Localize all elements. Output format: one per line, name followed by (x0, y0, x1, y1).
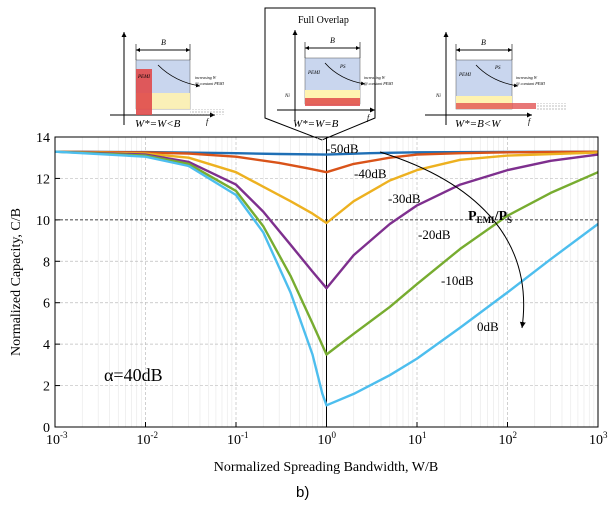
inset-panel-3: B PEMI PS Ni increasing W @ constant PEM… (425, 32, 566, 130)
series-label-40: -40dB (354, 166, 387, 181)
series-line-3 (54, 150, 599, 290)
inset-2-pemi-label: PEMI (307, 71, 320, 76)
x-tick-base: 10 (499, 433, 513, 448)
y-axis-ticks: 0 2 4 6 8 10 12 14 (36, 131, 60, 436)
x-tick-exponent: 2 (513, 430, 518, 440)
inset-1-note1: increasing W (195, 75, 217, 80)
increasing-param-arrow (379, 151, 526, 329)
alpha-label: α=40dB (104, 365, 163, 385)
series-line-2 (54, 150, 599, 225)
y-tick-label: 12 (36, 172, 50, 187)
series-label-10: -10dB (441, 273, 474, 288)
x-tick-label: 10-3 (46, 430, 68, 448)
inset-1-pemi-label: PEMI (137, 75, 150, 80)
x-tick-exponent: -3 (60, 430, 68, 440)
param-label-sub2: S (507, 215, 512, 225)
inset-2-b-label: B (330, 36, 335, 45)
inset-2-note2: @ constant PEMI (364, 81, 393, 86)
x-tick-label: 102 (499, 430, 518, 448)
series-line-4 (54, 150, 599, 356)
inset-1-caption: W*=W<B (135, 118, 181, 130)
series-label-30: -30dB (388, 191, 421, 206)
series-lines (54, 150, 599, 407)
inset-3-ps-label: PS (494, 66, 501, 71)
x-tick-base: 10 (137, 433, 151, 448)
y-tick-label: 6 (43, 297, 50, 312)
y-axis-label: Normalized Capacity, C/B (9, 208, 24, 356)
y-tick-label: 4 (43, 338, 50, 353)
x-tick-label: 10-1 (227, 430, 249, 448)
x-tick-exponent: 0 (332, 430, 337, 440)
x-tick-exponent: 1 (422, 430, 427, 440)
inset-2-caption: W*=W=B (293, 118, 339, 130)
inset-1-f-label: f (206, 117, 210, 126)
inset-3-ni-label: Ni (435, 94, 441, 99)
inset-1-note2: @ constant PEMI (195, 81, 224, 86)
grid (54, 136, 599, 428)
x-axis-ticks: 10-3 10-2 10-1 100 101 102 103 (46, 422, 608, 448)
y-tick-label: 0 (43, 421, 50, 436)
series-line-5 (54, 150, 599, 407)
x-tick-base: 10 (589, 433, 603, 448)
y-tick-label: 10 (36, 214, 50, 229)
inset-3-b-label: B (481, 38, 486, 47)
param-label-sub1: EMI (477, 215, 495, 225)
x-tick-label: 103 (589, 430, 608, 448)
x-tick-base: 10 (318, 433, 332, 448)
inset-3-caption: W*=B<W (455, 118, 501, 130)
inset-3-pemi-label: PEMI (458, 73, 471, 78)
series-label-20: -20dB (418, 227, 451, 242)
inset-3-note2: @ constant PEMI (516, 81, 545, 86)
param-label-p: P (468, 209, 477, 224)
inset-3-f-label: f (528, 117, 532, 126)
inset-3-note1: increasing W (516, 75, 538, 80)
x-tick-label: 10-2 (137, 430, 159, 448)
x-tick-exponent: -2 (151, 430, 159, 440)
x-tick-label: 101 (408, 430, 427, 448)
inset-panel-1: B PEMI increasing W @ constant PEMI f W*… (110, 32, 224, 130)
y-tick-label: 14 (36, 131, 50, 146)
series-line-1 (54, 150, 599, 174)
param-label-mid: /P (494, 209, 508, 224)
inset-2-ps-label: PS (339, 65, 346, 70)
series-label-50: -50dB (326, 141, 359, 156)
inset-2-ni-label: Ni (284, 94, 290, 99)
x-tick-base: 10 (227, 433, 241, 448)
inset-2-f-label: f (367, 113, 371, 122)
inset-panel-2: Full Overlap B PEMI PS Ni increasing W @… (264, 7, 393, 141)
x-tick-exponent: -1 (241, 430, 249, 440)
param-label: PEMI/PS (468, 209, 512, 225)
x-tick-label: 100 (318, 430, 337, 448)
full-overlap-title: Full Overlap (298, 15, 349, 26)
x-axis-label: Normalized Spreading Bandwidth, W/B (214, 460, 438, 475)
inset-1-b-label: B (161, 38, 166, 47)
inset-2-note1: increasing W (364, 75, 386, 80)
y-tick-label: 8 (43, 255, 50, 270)
x-tick-base: 10 (46, 433, 60, 448)
figure-label: b) (296, 484, 309, 501)
series-label-0: 0dB (477, 319, 499, 334)
x-tick-exponent: 3 (603, 430, 608, 440)
x-tick-base: 10 (408, 433, 422, 448)
y-tick-label: 2 (43, 380, 50, 395)
